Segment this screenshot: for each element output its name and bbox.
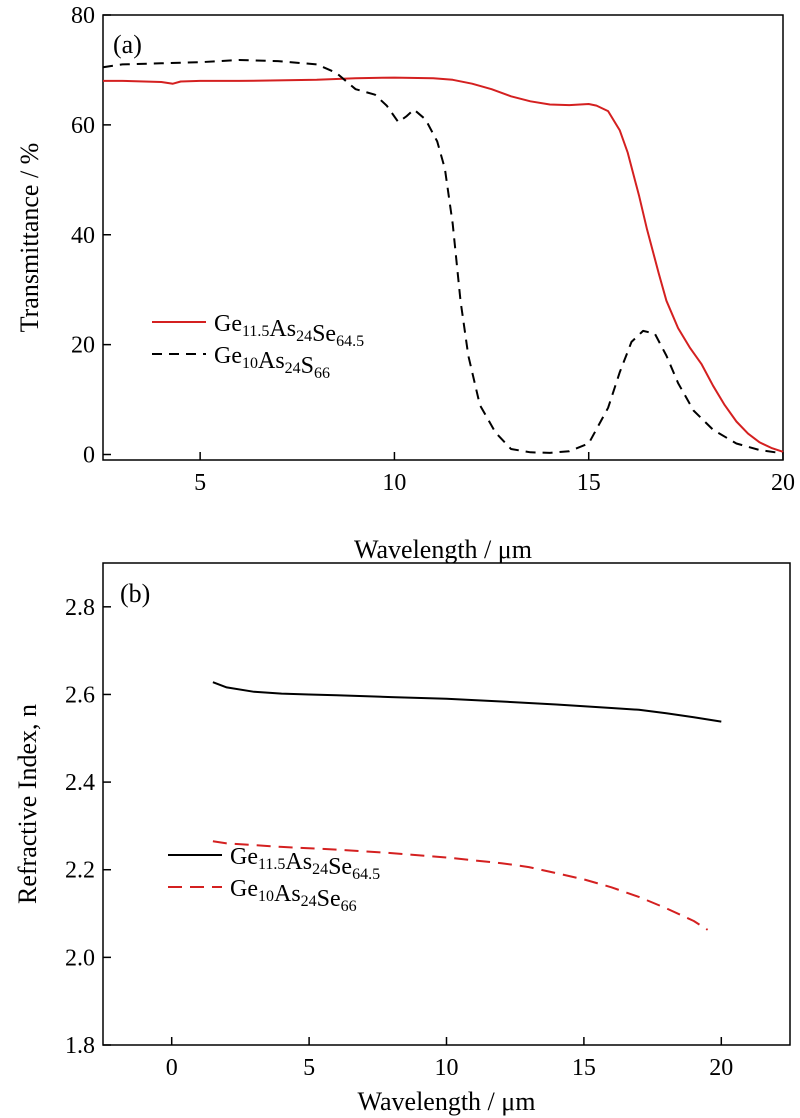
legend-subscript: 66 — [341, 898, 357, 915]
legend-element: Ge — [214, 311, 242, 337]
y-tick-label: 0 — [83, 443, 95, 469]
series-line-1 — [103, 76, 784, 453]
y-axis-title: Refractive Index, n — [13, 704, 42, 904]
legend-subscript: 11.5 — [242, 323, 269, 340]
y-tick-label: 20 — [71, 333, 95, 359]
legend-subscript: 24 — [296, 328, 312, 345]
legend-element: Ge — [230, 844, 258, 870]
x-tick-label: 15 — [572, 1055, 596, 1081]
x-axis-title: Wavelength / μm — [358, 1087, 536, 1116]
y-tick-label: 2.2 — [65, 858, 95, 884]
x-tick-label: 5 — [194, 470, 206, 496]
series-line-1 — [212, 681, 722, 723]
legend-subscript: 24 — [285, 360, 301, 377]
legend-subscript: 24 — [312, 861, 328, 878]
legend-subscript: 10 — [258, 888, 274, 905]
x-tick-label: 20 — [771, 470, 795, 496]
legend-element: Ge — [214, 343, 242, 369]
legend-label-2: Ge10As24S66 — [214, 343, 330, 382]
y-axis-title: Transmittance / % — [15, 143, 44, 333]
y-tick-label: 2.0 — [65, 945, 95, 971]
x-axis-title: Wavelength / μm — [354, 535, 532, 564]
legend-element: As — [285, 849, 312, 875]
legend-subscript: 24 — [301, 893, 317, 910]
legend-element: Se — [328, 854, 352, 880]
x-tick-label: 0 — [166, 1055, 178, 1081]
legend-element: As — [274, 881, 301, 907]
panel-b-refractive-index-chart: 0 5 10 15 20 1.8 2.0 2.2 2.4 2.6 2.8 (b) Wavelength … — [13, 562, 791, 1116]
legend-subscript: 66 — [314, 365, 330, 382]
legend-element: Se — [317, 886, 341, 912]
legend-label-2: Ge10As24Se66 — [230, 876, 357, 915]
y-tick-label: 2.4 — [65, 770, 95, 796]
legend-element: As — [269, 316, 296, 342]
legend-subscript: 10 — [242, 355, 258, 372]
x-tick-label: 10 — [435, 1055, 459, 1081]
y-tick-label: 2.8 — [65, 595, 95, 621]
legend-element: As — [258, 348, 285, 374]
panel-label: (b) — [120, 579, 150, 608]
y-tick-label: 80 — [71, 3, 95, 29]
y-tick-label: 40 — [71, 223, 95, 249]
y-tick-label: 2.6 — [65, 682, 95, 708]
series-line-2 — [212, 840, 709, 931]
legend-label-1: Ge11.5As24Se64.5 — [230, 844, 380, 883]
legend-subscript: 64.5 — [352, 866, 380, 883]
legend-element: S — [301, 353, 314, 379]
plot-frame — [102, 562, 791, 1046]
legend-element: Ge — [230, 876, 258, 902]
x-tick-label: 10 — [382, 470, 406, 496]
legend-element: Se — [312, 321, 336, 347]
series-line-2 — [102, 59, 784, 455]
x-tick-label: 5 — [303, 1055, 315, 1081]
plot-frame — [102, 14, 784, 461]
panel-a-transmittance-chart: 5 10 15 20 0 20 40 60 80 (a) Wavelength / μm Transm… — [15, 3, 795, 564]
legend-subscript: 64.5 — [336, 333, 364, 350]
y-tick-label: 60 — [71, 113, 95, 139]
x-tick-label: 20 — [709, 1055, 733, 1081]
legend-label-1: Ge11.5As24Se64.5 — [214, 311, 364, 350]
panel-label: (a) — [113, 30, 142, 59]
legend-subscript: 11.5 — [258, 856, 285, 873]
x-tick-label: 15 — [577, 470, 601, 496]
y-tick-label: 1.8 — [65, 1033, 95, 1059]
